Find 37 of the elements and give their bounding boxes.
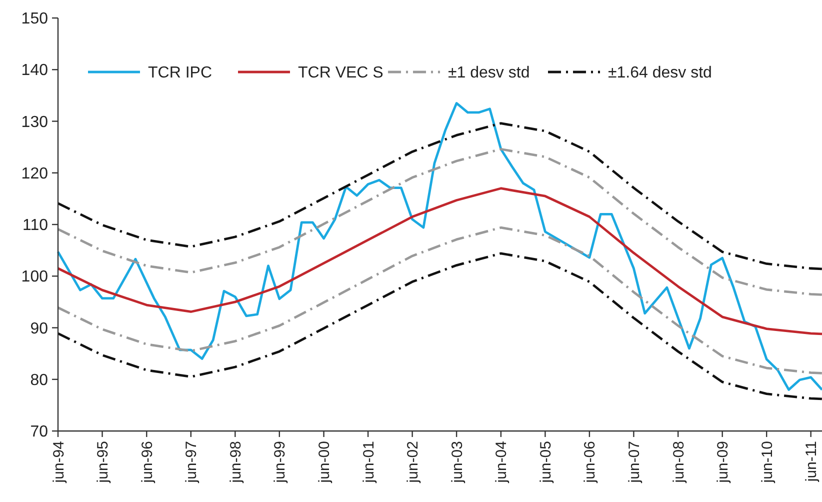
x-tick-label: jun-09 [714,441,732,484]
y-tick-label: 90 [30,320,48,338]
x-tick-label: jun-95 [94,441,112,484]
legend-label: TCR IPC [148,64,212,82]
x-tick-label: jun-06 [582,441,599,484]
x-tick-label: jun-94 [50,441,68,484]
y-tick-label: 80 [30,372,48,389]
x-tick-label: jun-07 [626,441,643,484]
line-series [56,122,822,270]
y-tick-label: 140 [21,62,48,80]
line-series [56,226,822,374]
legend-label: ±1 desv std [448,64,530,82]
legend-label: ±1.64 desv std [608,64,712,82]
line-series [56,252,822,400]
x-tick-label: jun-08 [670,441,688,484]
x-tick-label: jun-04 [493,441,510,484]
x-tick-label: jun-99 [272,441,289,484]
y-tick-label: 100 [21,268,48,286]
x-tick-label: jun-98 [227,441,244,484]
line-series [56,102,822,391]
line-series [56,148,822,296]
line-series [56,187,822,336]
x-tick-label: jun-00 [316,441,334,484]
legend-label: TCR VEC S [298,64,384,82]
x-tick-label: jun-11 [803,441,820,483]
x-tick-label: jun-02 [404,441,422,484]
x-tick-label: jun-97 [183,441,200,484]
y-tick-label: 150 [21,10,48,28]
x-tick-label: jun-03 [448,441,466,484]
x-tick-label: jun-05 [537,441,554,484]
y-tick-label: 130 [21,114,48,131]
y-tick-label: 70 [30,424,48,441]
x-tick-label: jun-01 [360,441,378,484]
x-tick-label: jun-10 [758,441,776,484]
x-tick-label: jun-96 [138,441,156,484]
y-tick-label: 120 [21,165,48,182]
y-tick-label: 110 [22,217,48,234]
